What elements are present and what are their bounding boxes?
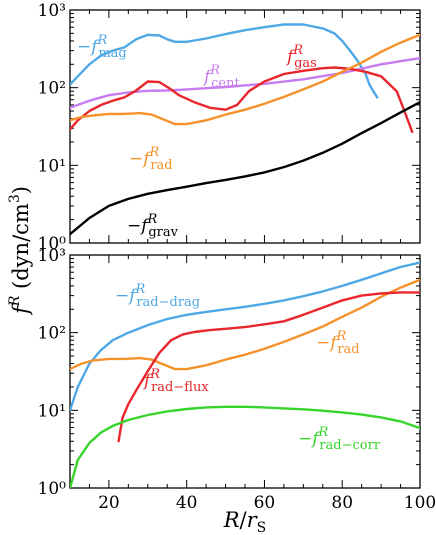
x-tick-label: 60 [254,493,276,513]
series-label: −fR rad−drag [115,282,200,310]
series-label: −fR mag [77,33,127,61]
series-label: −fR rad [316,329,360,357]
y-tick-label: 10¹ [38,401,66,421]
x-tick-label: 20 [98,493,120,513]
series-label: fR gas [285,43,317,71]
y-tick-label: 10¹ [38,156,66,176]
series-line [70,23,379,99]
series-label: fR cent [202,63,240,91]
x-tick-label: 80 [331,493,353,513]
series-line [70,101,420,236]
series-label: fR rad−flux [142,367,209,395]
y-tick-label: 10⁰ [38,479,67,499]
series-line [70,66,414,133]
bottom-panel: 10⁰ 10¹ 10² 10³ 20 40 60 80 100 −fR rad−drag −fR rad… [38,246,436,513]
x-axis-title: R/rS [223,508,267,535]
y-tick-label: 10² [38,324,66,344]
y-tick-label: 10² [38,79,66,99]
series-line [70,405,420,488]
x-tick-label: 40 [176,493,198,513]
series-line [117,291,420,443]
top-panel-frame [69,9,421,244]
series-line [70,278,420,371]
series-line [70,261,420,412]
y-tick-label: 10³ [38,1,66,21]
y-tick-label: 10⁰ [38,234,67,254]
series-label: −fR rad−corr [298,425,381,453]
series-line [70,33,420,126]
x-tick-label: 100 [404,493,436,513]
series-label: −fR rad [129,145,173,173]
series-line [70,56,420,109]
y-axis-title: fR (dyn/cm3) [7,186,33,316]
series-label: −fR grav [127,212,179,240]
y-tick-label: 10³ [38,246,66,266]
top-panel: 10⁰ 10¹ 10² 10³ −fR mag fR cent fR gas −fR rad −fR gr… [38,1,421,254]
